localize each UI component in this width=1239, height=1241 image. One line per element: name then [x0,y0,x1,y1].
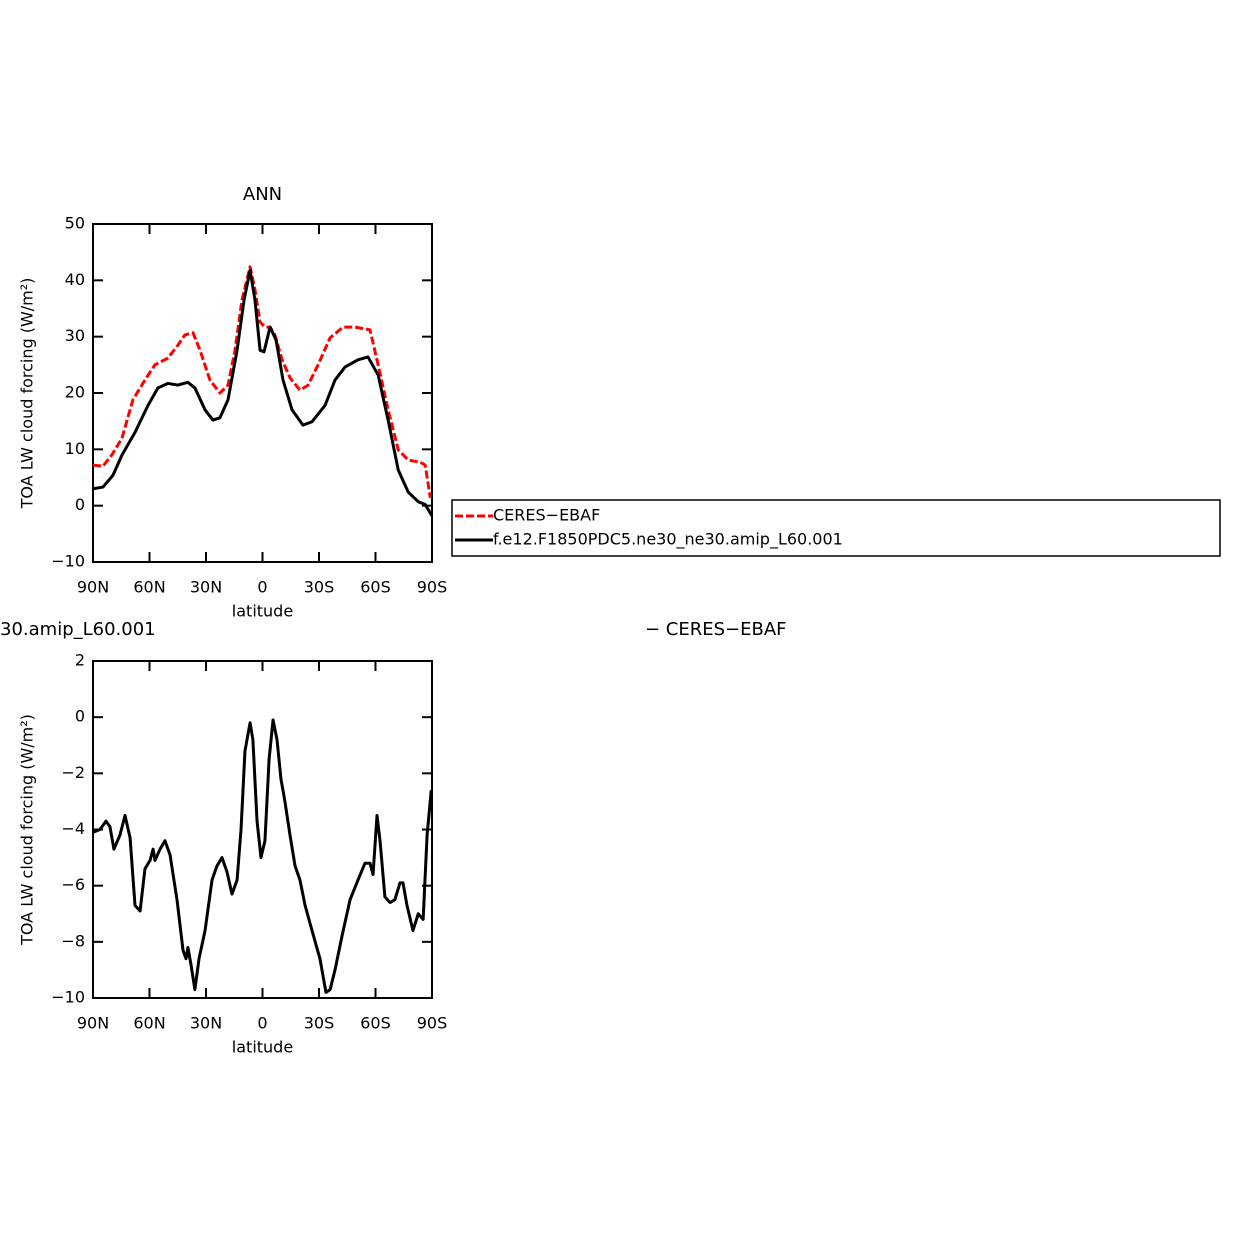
x-tick-label: 0 [257,1014,267,1033]
x-axis-label: latitude [232,1038,293,1057]
y-tick-label: 10 [65,439,85,458]
y-tick-label: 30 [65,326,85,345]
y-tick-label: −2 [61,763,85,782]
x-tick-label: 60N [133,578,165,597]
plot-frame [92,223,433,563]
x-tick-label: 60N [133,1014,165,1033]
x-tick-label: 60S [360,578,391,597]
x-tick-label: 0 [257,578,267,597]
y-tick-label: −4 [61,819,85,838]
plot-frame [92,660,433,999]
x-tick-label: 90N [77,578,109,597]
x-tick-label: 60S [360,1014,391,1033]
chart-title: ANN [243,184,282,205]
data-line [92,718,433,994]
y-tick-label: −10 [51,552,85,571]
x-tick-label: 30S [304,578,335,597]
y-tick-label: 0 [75,495,85,514]
y-tick-label: −10 [51,988,85,1007]
y-axis-label: TOA LW cloud forcing (W/m²) [18,714,37,946]
legend-box [451,499,1221,557]
x-tick-label: 90N [77,1014,109,1033]
x-tick-label: 30N [190,1014,222,1033]
y-tick-label: 2 [75,651,85,670]
y-tick-label: 0 [75,707,85,726]
x-tick-label: 90S [417,1014,448,1033]
x-tick-label: 90S [417,578,448,597]
x-tick-label: 30S [304,1014,335,1033]
chart-right-title: − CERES−EBAF [645,619,787,640]
chart-left-title: 30.amip_L60.001 [0,619,156,640]
y-tick-label: −6 [61,875,85,894]
y-tick-label: 20 [65,383,85,402]
y-axis-label: TOA LW cloud forcing (W/m²) [18,278,37,510]
y-tick-label: −8 [61,931,85,950]
data-line [92,268,434,517]
data-line [92,265,432,499]
legend-label: f.e12.F1850PDC5.ne30_ne30.amip_L60.001 [493,530,843,550]
y-tick-label: 40 [65,270,85,289]
x-tick-label: 30N [190,578,222,597]
y-tick-label: 50 [65,214,85,233]
legend-label: CERES−EBAF [493,506,600,525]
x-axis-label: latitude [232,602,293,621]
